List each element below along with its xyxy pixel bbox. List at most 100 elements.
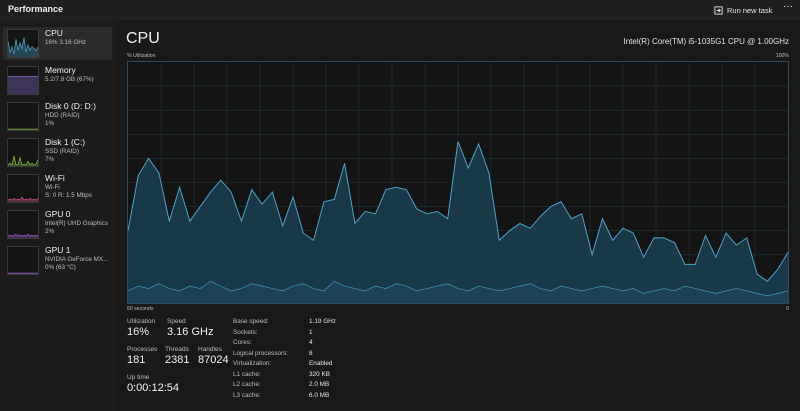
run-new-task-label: Run new task <box>727 5 773 15</box>
spec-value: 6.0 MB <box>309 391 330 399</box>
sidebar-item-detail: 2% <box>45 227 55 235</box>
sidebar-item-detail: Wi-Fi <box>45 184 60 191</box>
processes-stat: Processes 181 <box>127 346 157 366</box>
uptime-value: 0:00:12:54 <box>127 382 179 394</box>
x-axis-right-label: 0 <box>786 306 789 312</box>
spec-label: Logical processors: <box>233 349 289 357</box>
spec-value: 8 <box>309 349 313 357</box>
processes-label: Processes <box>127 346 158 353</box>
sidebar-item-label: Disk 0 (D: D:) <box>45 101 96 111</box>
y-axis-label: % Utilization <box>127 53 156 59</box>
spec-row: Base speed: 1.19 GHz <box>233 318 336 328</box>
more-icon[interactable]: ··· <box>783 1 793 12</box>
spec-value: 2.0 MB <box>309 381 330 388</box>
thumbnail-area <box>8 37 38 57</box>
sidebar-item-detail: NVIDIA GeForce MX... <box>45 256 109 263</box>
sidebar-item-gpu-1[interactable]: GPU 1 NVIDIA GeForce MX... 0% (63 °C) <box>3 244 112 277</box>
cpu-utilization-graph <box>127 61 789 304</box>
gpu-1-thumbnail <box>7 246 39 275</box>
sidebar-item-label: Disk 1 (C:) <box>45 137 86 147</box>
spec-value: 1.19 GHz <box>309 318 336 325</box>
utilization-stat: Utilization 16% <box>127 318 155 338</box>
spec-value: 4 <box>309 339 313 346</box>
spec-value: 1 <box>309 328 313 336</box>
sidebar-item-detail: S: 0 R: 1.5 Mbps <box>45 191 92 199</box>
utilization-value: 16% <box>127 326 150 338</box>
sidebar-item-wifi[interactable]: Wi-Fi Wi-Fi S: 0 R: 1.5 Mbps <box>3 172 112 205</box>
spec-row: L3 cache: 6.0 MB <box>233 392 333 402</box>
cpu-graph-svg <box>128 62 788 303</box>
spec-row: L1 cache: 320 KB <box>233 371 333 381</box>
sidebar-item-label: Wi-Fi <box>45 173 65 183</box>
processes-value: 181 <box>127 354 146 366</box>
handles-stat: Handles 87024 <box>198 346 229 366</box>
sidebar-item-disk-0[interactable]: Disk 0 (D: D:) HDD (RAID) 1% <box>3 100 112 133</box>
spec-row: Logical processors: 8 <box>233 350 333 360</box>
spec-label: L3 cache: <box>233 391 261 399</box>
cpu-details-panel: CPU Intel(R) Core(TM) i5-1035G1 CPU @ 1.… <box>118 20 800 411</box>
x-axis-left-label: 60 seconds <box>127 306 154 312</box>
threads-label: Threads <box>165 346 189 353</box>
cpu-thumbnail <box>7 29 39 58</box>
cpu-model-name: Intel(R) Core(TM) i5-1035G1 CPU @ 1.00GH… <box>623 37 790 46</box>
sidebar-item-disk-1[interactable]: Disk 1 (C:) SSD (RAID) 7% <box>3 136 112 169</box>
speed-value: 3.16 GHz <box>167 326 214 338</box>
wifi-thumbnail <box>7 174 39 203</box>
spec-row: L2 cache: 2.0 MB <box>233 381 333 391</box>
uptime-label: Up time <box>127 374 150 381</box>
title-bar: Performance Run new task ··· <box>0 0 800 20</box>
utilization-label: Utilization <box>127 318 156 325</box>
spec-value: Enabled <box>309 360 333 367</box>
app-title: Performance <box>8 4 64 14</box>
sidebar-item-gpu-0[interactable]: GPU 0 Intel(R) UHD Graphics 2% <box>3 208 112 241</box>
disk-1-thumbnail <box>7 138 39 167</box>
thumbnail-area <box>8 197 38 202</box>
sidebar-item-detail: Intel(R) UHD Graphics <box>45 220 108 227</box>
threads-value: 2381 <box>165 354 190 366</box>
sidebar-item-detail: HDD (RAID) <box>45 112 80 119</box>
sidebar-item-label: GPU 0 <box>45 209 71 219</box>
spec-label: Base speed: <box>233 318 269 325</box>
spec-label: Cores: <box>233 339 252 346</box>
thumbnail-line <box>8 233 38 237</box>
uptime-stat: Up time 0:00:12:54 <box>127 374 179 394</box>
disk-0-thumbnail <box>7 102 39 131</box>
sidebar-item-detail: 16% 3.16 GHz <box>45 39 86 46</box>
spec-label: Virtualization: <box>233 360 272 367</box>
sidebar-item-detail: 0% (63 °C) <box>45 263 76 271</box>
cpu-usage-line <box>128 141 788 282</box>
cpu-usage-area <box>128 141 788 303</box>
spec-row: Sockets: 1 <box>233 329 333 339</box>
handles-value: 87024 <box>198 354 229 366</box>
spec-value: 320 KB <box>309 370 330 378</box>
sidebar-item-label: Memory <box>45 65 76 75</box>
sidebar-item-detail: 1% <box>45 119 55 127</box>
y-axis-max-label: 100% <box>775 53 789 59</box>
handles-label: Handles <box>198 346 222 353</box>
cpu-kernel-area <box>128 281 788 303</box>
sidebar: CPU 16% 3.16 GHz Memory 5.2/7.8 GB (67%)… <box>0 20 118 411</box>
speed-stat: Speed 3.16 GHz <box>167 318 213 338</box>
sidebar-item-detail: 7% <box>45 155 55 163</box>
sidebar-item-cpu[interactable]: CPU 16% 3.16 GHz <box>3 27 112 60</box>
spec-row: Cores: 4 <box>233 339 333 349</box>
run-new-task-button[interactable]: Run new task <box>714 3 772 17</box>
thumbnail-area <box>8 76 38 94</box>
spec-row: Virtualization: Enabled <box>233 360 333 370</box>
thumbnail-line <box>8 155 38 166</box>
spec-label: L1 cache: <box>233 370 261 378</box>
thumbnail-area <box>8 234 38 238</box>
spec-label: Sockets: <box>233 328 258 336</box>
page-title: CPU <box>126 30 160 47</box>
speed-label: Speed <box>167 318 186 325</box>
run-task-icon <box>714 5 723 15</box>
spec-label: L2 cache: <box>233 381 261 388</box>
cpu-stats: Utilization 16% Speed 3.16 GHz Processes… <box>127 318 427 408</box>
gpu-0-thumbnail <box>7 210 39 239</box>
sidebar-item-detail: 5.2/7.8 GB (67%) <box>45 76 94 83</box>
sidebar-item-memory[interactable]: Memory 5.2/7.8 GB (67%) <box>3 64 112 97</box>
threads-stat: Threads 2381 <box>165 346 189 366</box>
thumbnail-line <box>8 196 38 201</box>
sidebar-item-detail: SSD (RAID) <box>45 148 79 155</box>
sidebar-item-label: GPU 1 <box>45 245 71 255</box>
